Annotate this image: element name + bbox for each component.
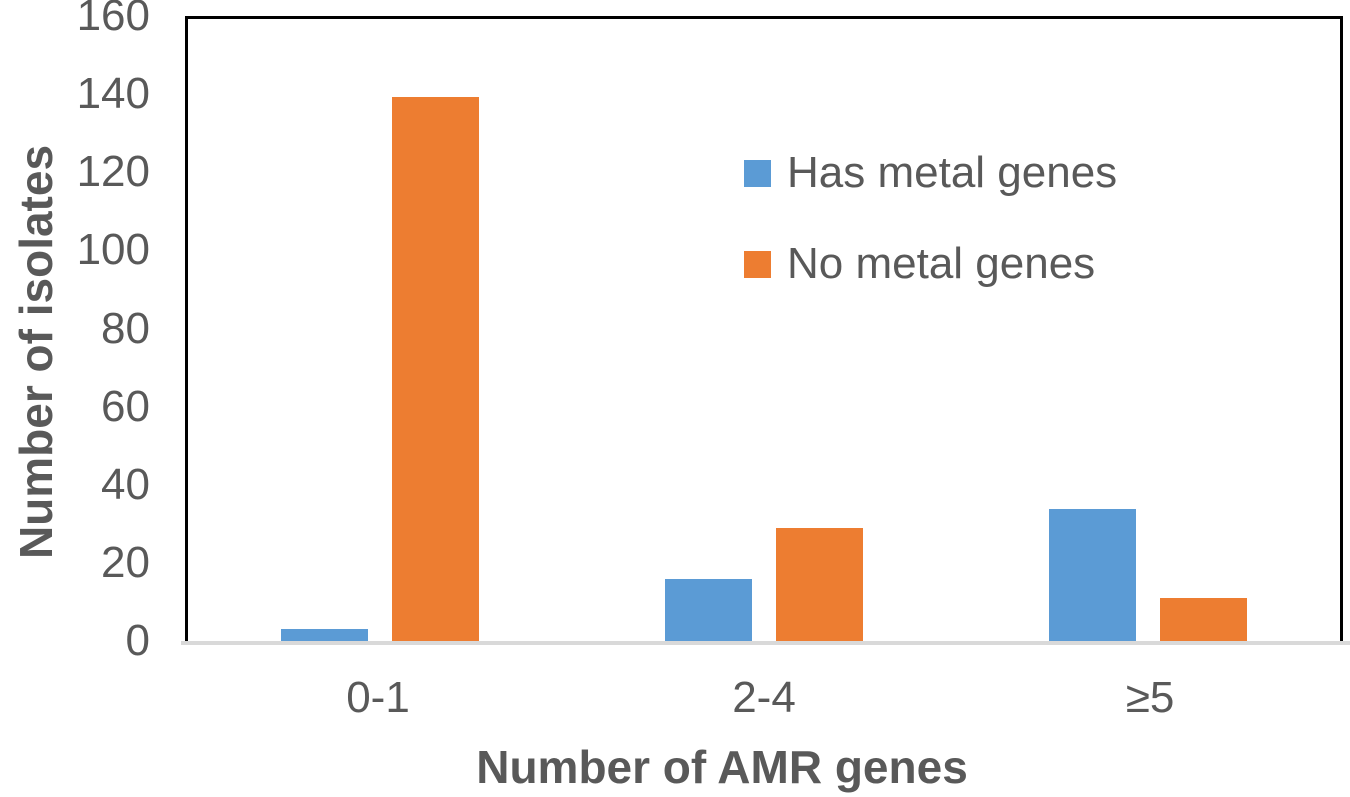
bar-has-metal-genes-0-1 [281,629,368,641]
legend-swatch-icon [744,159,771,187]
y-tick-label: 160 [76,0,150,40]
legend-label: Has metal genes [787,148,1118,197]
bar-group-0-1 [188,19,572,641]
bar-has-metal-genes-2-4 [665,578,752,641]
y-tick-label: 120 [76,147,150,197]
legend-item-has-metal-genes: Has metal genes [744,148,1117,198]
bar-has-metal-genes--5 [1049,508,1136,641]
bars-container [188,19,1340,641]
bar-group--5 [956,19,1340,641]
y-tick-label: 20 [101,537,150,587]
y-tick-label: 0 [125,616,150,665]
bar-no-metal-genes--5 [1160,598,1247,641]
x-axis-title: Number of AMR genes [476,741,968,793]
legend-swatch-icon [744,250,771,278]
x-category-label-0-1: 0-1 [346,673,410,722]
legend-item-no-metal-genes: No metal genes [744,239,1117,289]
x-axis-category-labels: 0-1 2-4 ≥5 [185,672,1343,724]
y-tick-label: 60 [101,381,150,431]
legend: Has metal genes No metal genes [744,148,1117,330]
x-category-label-2-4: 2-4 [732,673,796,722]
y-tick-label: 80 [101,303,150,353]
legend-label: No metal genes [787,239,1096,288]
x-category-label--5: ≥5 [1125,673,1175,722]
x-axis-line [181,641,1350,645]
bar-group-2-4 [572,19,956,641]
y-tick-label: 40 [101,459,150,509]
y-tick-label: 140 [76,69,150,119]
bar-no-metal-genes-2-4 [776,528,863,641]
plot-area: Has metal genes No metal genes [185,16,1343,641]
bar-no-metal-genes-0-1 [392,96,479,641]
y-tick-label: 100 [76,225,150,275]
